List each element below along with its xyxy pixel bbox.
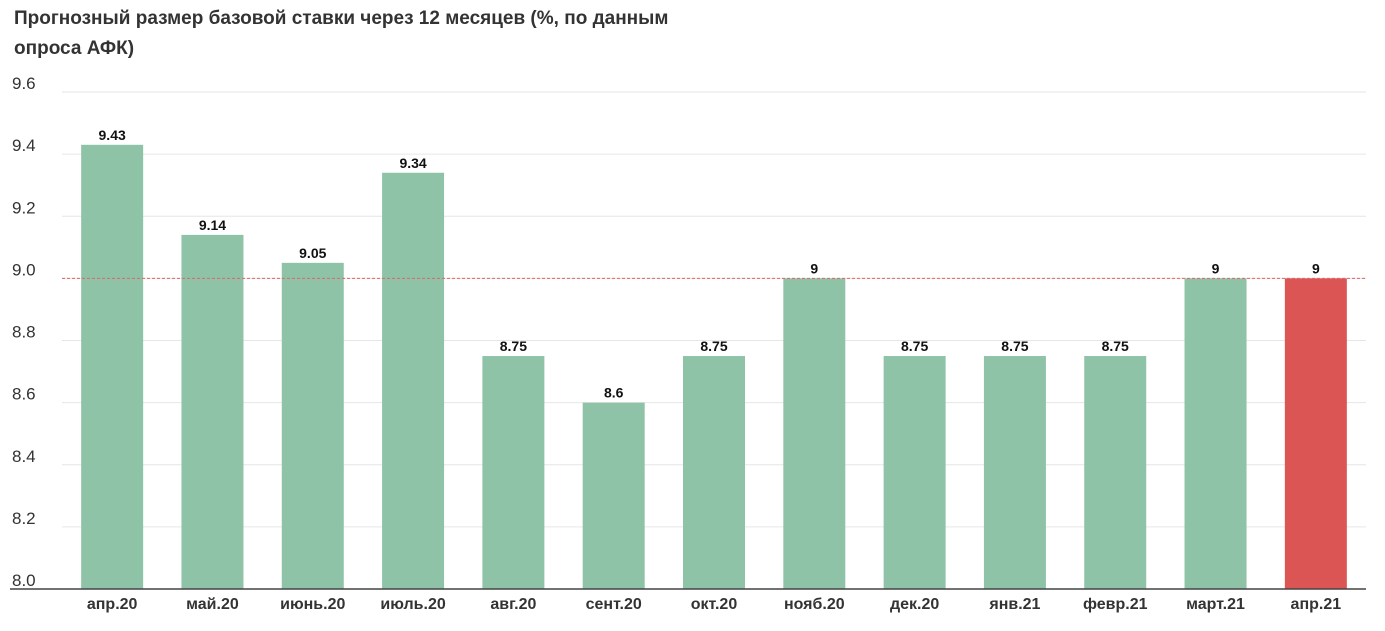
data-label: 8.75 [1102, 338, 1129, 354]
y-tick-label: 9.6 [12, 74, 36, 93]
chart-title: Прогнозный размер базовой ставки через 1… [14, 8, 669, 59]
data-label: 8.6 [604, 385, 624, 401]
x-tick-label: май.20 [186, 596, 239, 613]
bar-март.21 [1184, 278, 1247, 589]
bar-июнь.20 [281, 262, 344, 589]
data-label: 9 [1312, 260, 1320, 276]
y-axis-tick-labels: 8.0 8.2 8.4 8.6 8.8 9.0 9.2 9.4 9.6 [12, 74, 36, 590]
y-tick-label: 9.0 [12, 260, 36, 279]
y-tick-label: 8.8 [12, 323, 36, 342]
x-tick-label: июль.20 [380, 596, 445, 613]
x-tick-label: окт.20 [691, 596, 738, 613]
data-label: 9 [810, 260, 818, 276]
x-tick-label: март.21 [1186, 596, 1245, 613]
x-tick-label: февр.21 [1083, 596, 1148, 613]
y-tick-label: 8.2 [12, 509, 36, 528]
y-tick-label: 8.0 [12, 571, 36, 590]
x-tick-label: авг.20 [490, 596, 536, 613]
bar-окт.20 [683, 356, 745, 589]
x-tick-label: апр.21 [1291, 596, 1342, 613]
data-label: 9.05 [299, 245, 326, 261]
data-label: 8.75 [901, 338, 928, 354]
data-label: 8.75 [500, 338, 527, 354]
bar-нояб.20 [783, 278, 846, 589]
data-label: 9 [1212, 260, 1220, 276]
bar-авг.20 [482, 356, 545, 589]
data-label: 9.43 [99, 127, 126, 143]
data-label: 9.34 [399, 155, 426, 171]
x-tick-label: нояб.20 [784, 596, 845, 613]
bar-янв.21 [983, 356, 1046, 589]
y-tick-label: 9.4 [12, 136, 36, 155]
grid-lines [62, 91, 1366, 528]
x-tick-label: дек.20 [890, 596, 939, 613]
y-tick-label: 8.6 [12, 385, 36, 404]
x-tick-label: янв.21 [988, 596, 1040, 613]
data-label: 8.75 [1001, 338, 1028, 354]
y-tick-label: 9.2 [12, 198, 36, 217]
bar-сент.20 [582, 402, 645, 589]
bars [81, 144, 1347, 589]
bar-дек.20 [883, 356, 946, 589]
bar-февр.21 [1084, 356, 1147, 589]
y-tick-label: 8.4 [12, 447, 36, 466]
data-label: 8.75 [700, 338, 727, 354]
bar-июль.20 [382, 172, 445, 589]
data-label: 9.14 [199, 217, 226, 233]
data-labels: 9.43 9.14 9.05 9.34 8.75 8.6 8.75 9 8.75 8.75 8.75… [99, 127, 1320, 401]
x-tick-label: июнь.20 [280, 596, 345, 613]
x-tick-label: сент.20 [586, 596, 642, 613]
bar-апр.20 [81, 144, 144, 589]
x-tick-label: апр.20 [87, 596, 138, 613]
bar-апр.21 [1284, 278, 1347, 589]
x-axis-tick-labels: апр.20 май.20 июнь.20 июль.20 авг.20 сент.20 о… [87, 596, 1341, 613]
bar-май.20 [181, 234, 244, 589]
